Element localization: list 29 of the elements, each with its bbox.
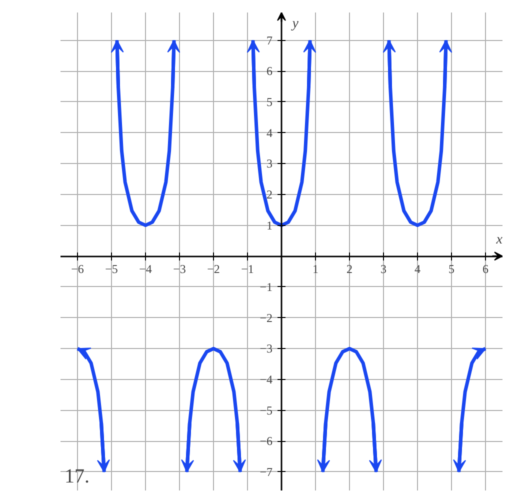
x-tick-label: 2 [346,262,352,276]
x-axis-title: x [495,232,504,248]
y-tick-label: 3 [266,156,272,171]
x-tick-label: 1 [312,262,318,276]
y-tick-label: 4 [266,126,272,140]
y-tick-label: 6 [266,64,272,78]
y-tick-label: −7 [260,464,273,479]
y-tick-label: 5 [266,94,272,109]
x-tick-label: −5 [105,262,118,276]
y-axis-title: y [290,16,300,32]
y-tick-label: −2 [260,310,273,325]
y-tick-label: −5 [260,403,273,418]
y-tick-label: −6 [260,434,273,448]
x-tick-label: −2 [207,262,220,276]
y-tick-label: 2 [266,187,272,202]
y-tick-label: 1 [266,218,272,232]
y-tick-label: 7 [266,33,272,48]
x-tick-label: 3 [380,262,386,276]
y-tick-label: −4 [260,372,273,386]
x-tick-label: −4 [139,262,152,276]
annotation: 17. [64,466,90,488]
x-tick-label: −6 [71,262,84,276]
x-tick-label: −3 [173,262,186,276]
y-tick-label: −1 [260,280,273,294]
x-tick-label: 6 [482,262,488,276]
y-tick-label: −3 [260,342,273,356]
x-tick-label: 4 [414,262,420,276]
x-tick-label: 5 [448,262,454,276]
x-tick-label: −1 [241,262,254,276]
